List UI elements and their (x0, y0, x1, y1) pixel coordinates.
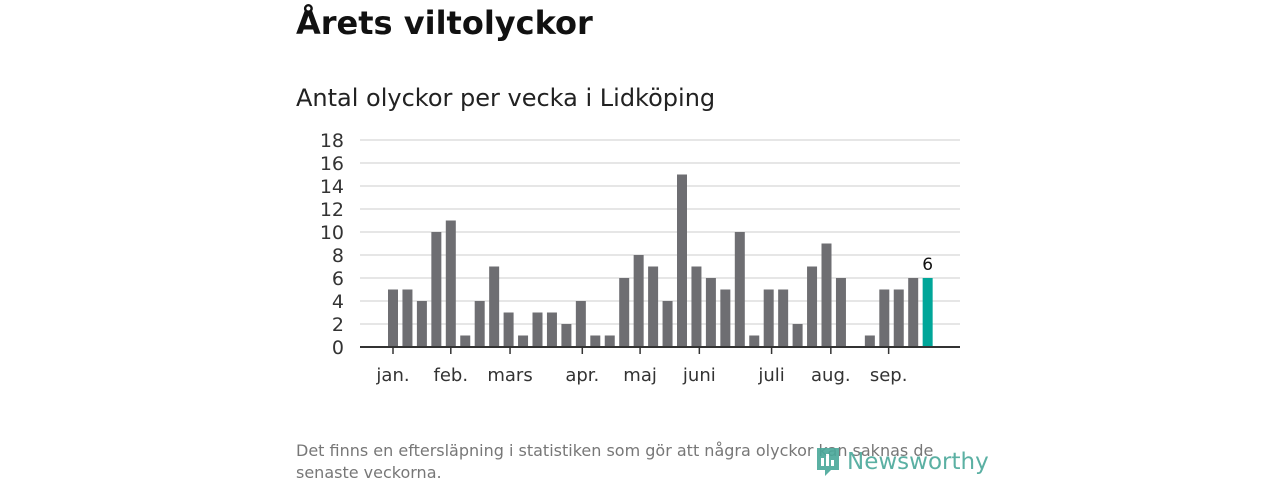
x-tick-label: maj (623, 365, 657, 386)
bar (590, 335, 601, 347)
bar (893, 289, 904, 347)
bar (604, 335, 615, 347)
chart-title: Antal olyckor per vecka i Lidköping (296, 84, 716, 112)
x-tick-label: aug. (811, 365, 851, 386)
y-tick-label: 0 (332, 337, 344, 359)
bar (460, 335, 471, 347)
y-tick-label: 2 (332, 314, 344, 336)
bar (864, 335, 875, 347)
bar (416, 301, 427, 347)
y-tick-label: 18 (320, 130, 344, 152)
x-tick-label: mars (487, 365, 532, 386)
bar (561, 324, 572, 347)
x-tick-label: jan. (375, 365, 409, 386)
bar (778, 289, 789, 347)
newsworthy-logo: Newsworthy (815, 446, 989, 478)
bar (734, 232, 745, 347)
bar (749, 335, 760, 347)
bar (619, 278, 630, 347)
bar (402, 289, 413, 347)
bar (691, 266, 702, 347)
y-tick-label: 14 (320, 176, 344, 198)
x-tick-label: feb. (434, 365, 469, 386)
bar (720, 289, 731, 347)
bar (922, 278, 933, 347)
bar (835, 278, 846, 347)
bar (445, 220, 456, 347)
bar (575, 301, 586, 347)
x-tick-label: juni (682, 365, 716, 386)
bar (474, 301, 485, 347)
bar (546, 312, 557, 347)
bar (388, 289, 398, 347)
bar (763, 289, 774, 347)
footnote: Det finns en eftersläpning i statistiken… (296, 441, 934, 482)
bar (677, 174, 687, 347)
bar (807, 266, 818, 347)
bar (489, 266, 500, 347)
y-tick-label: 16 (320, 153, 344, 175)
bar (431, 232, 442, 347)
bar (633, 255, 644, 347)
bar (648, 266, 659, 347)
logo-text: Newsworthy (847, 449, 989, 475)
bar (821, 243, 832, 347)
x-tick-label: apr. (565, 365, 599, 386)
y-tick-label: 8 (332, 245, 344, 267)
y-tick-label: 6 (332, 268, 344, 290)
bar (532, 312, 543, 347)
x-tick-label: sep. (870, 365, 908, 386)
data-label: 6 (922, 255, 933, 275)
y-tick-label: 10 (320, 222, 344, 244)
logo-icon (817, 448, 839, 476)
y-tick-label: 4 (332, 291, 344, 313)
bar (792, 324, 803, 347)
bar (908, 278, 919, 347)
bar (503, 312, 514, 347)
bar (705, 278, 716, 347)
bar (662, 301, 673, 347)
y-tick-label: 12 (320, 199, 344, 221)
x-tick-label: juli (757, 365, 784, 386)
page-title: Årets viltolyckor (296, 4, 593, 42)
bar (879, 289, 890, 347)
bar (518, 335, 529, 347)
